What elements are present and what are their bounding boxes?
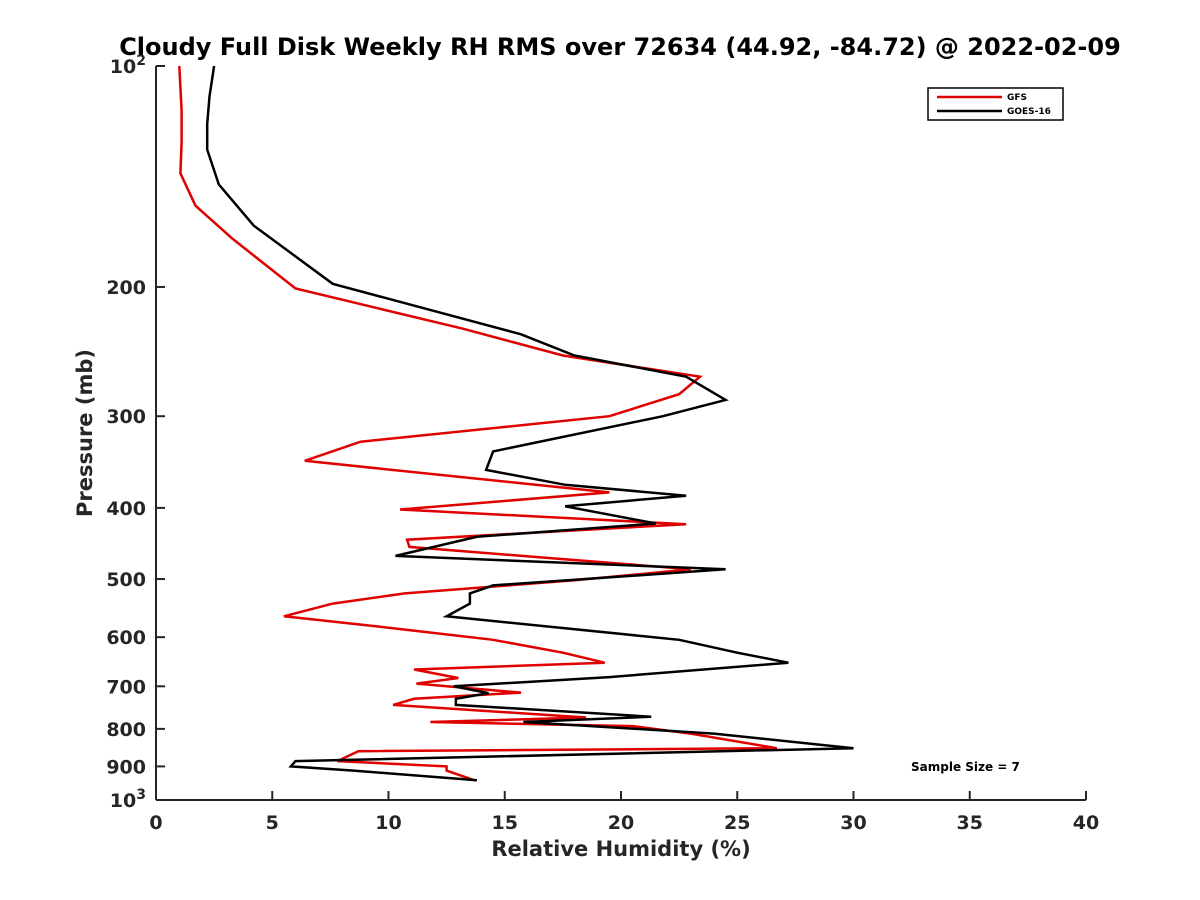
legend-label-gfs: GFS	[1007, 93, 1027, 103]
y-tick-label: 700	[106, 676, 146, 698]
y-tick-base: 800	[106, 719, 146, 741]
y-tick-base: 400	[106, 498, 146, 520]
x-tick-label: 5	[266, 812, 279, 834]
y-tick-label: 800	[106, 719, 146, 741]
y-tick-label: 500	[106, 569, 146, 591]
x-ticks: 0 5 10 15 20 25 30 35 40	[149, 791, 1099, 834]
y-tick-label: 400	[106, 498, 146, 520]
y-tick-base: 600	[106, 627, 146, 649]
y-tick-label: 600	[106, 627, 146, 649]
x-tick-label: 30	[840, 812, 866, 834]
series-layer	[178, 65, 854, 782]
x-tick-label: 15	[492, 812, 518, 834]
legend-label-goes-16: GOES-16	[1007, 107, 1051, 117]
x-tick-label: 25	[724, 812, 750, 834]
x-tick-label: 20	[608, 812, 634, 834]
y-tick-base: 10	[110, 56, 136, 78]
y-tick-label: 300	[106, 406, 146, 428]
y-tick-label: 200	[106, 277, 146, 299]
y-tick-label: 900	[106, 756, 146, 778]
plot-area: 0 5 10 15 20 25 30 35 40 10220030040050060070080…	[106, 53, 1099, 834]
y-tick-base: 700	[106, 676, 146, 698]
y-tick-base: 900	[106, 756, 146, 778]
x-tick-label: 40	[1073, 812, 1099, 834]
y-tick-label: 102	[110, 53, 146, 78]
legend: GFS GOES-16	[927, 87, 1064, 121]
sample-size-annotation: Sample Size = 7	[911, 760, 1020, 774]
y-tick-base: 200	[106, 277, 146, 299]
x-tick-label: 0	[149, 812, 162, 834]
x-tick-label: 10	[375, 812, 401, 834]
x-tick-label: 35	[957, 812, 983, 834]
y-axis-label: Pressure (mb)	[73, 349, 97, 517]
series-line-goes-16	[205, 65, 854, 782]
y-tick-base: 10	[110, 790, 136, 812]
x-axis-label: Relative Humidity (%)	[491, 837, 750, 861]
y-tick-label: 103	[110, 787, 146, 812]
y-tick-base: 500	[106, 569, 146, 591]
chart-title: Cloudy Full Disk Weekly RH RMS over 7263…	[119, 33, 1121, 61]
y-tick-exponent: 3	[136, 787, 146, 803]
y-tick-base: 300	[106, 406, 146, 428]
legend-box	[927, 87, 1064, 121]
y-tick-exponent: 2	[136, 53, 146, 69]
